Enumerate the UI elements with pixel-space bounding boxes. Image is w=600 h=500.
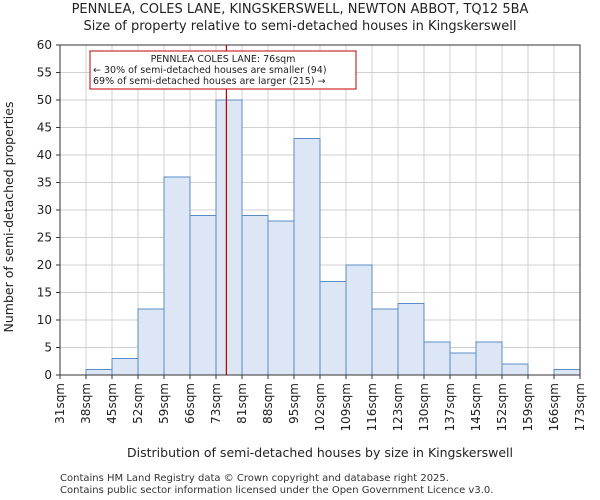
bar-130sqm: [423, 341, 451, 376]
x-axis-ticks: 31sqm 38sqm 45sqm 52sqm 59sqm 66sqm 73sqm 81sqm…: [53, 375, 587, 431]
bar-81sqm: [241, 215, 269, 376]
bar-66sqm: [189, 215, 217, 376]
chart-title: PENNLEA, COLES LANE, KINGSKERSWELL, NEWT…: [71, 2, 529, 17]
bar-38sqm: [85, 369, 113, 376]
y-tick-label: 30: [37, 203, 52, 217]
x-tick-label: 173sqm: [573, 383, 587, 431]
x-tick-label: 95sqm: [287, 383, 301, 424]
y-tick-label: 50: [37, 93, 52, 107]
x-tick-label: 45sqm: [105, 383, 119, 424]
footer-licence: Contains public sector information licen…: [60, 485, 494, 496]
bar-123sqm: [397, 303, 425, 376]
x-tick-label: 137sqm: [443, 383, 457, 431]
x-tick-label: 38sqm: [79, 383, 93, 424]
x-tick-label: 81sqm: [235, 383, 249, 424]
annotation-line-3: 69% of semi-detached houses are larger (…: [93, 76, 326, 87]
x-tick-label: 130sqm: [417, 383, 431, 431]
bar-102sqm: [319, 281, 347, 376]
y-tick-label: 60: [37, 38, 52, 52]
bar-137sqm: [449, 352, 477, 376]
y-axis-label: Number of semi-detached properties: [1, 102, 16, 333]
y-tick-label: 10: [37, 313, 52, 327]
annotation-box: PENNLEA COLES LANE: 76sqm ← 30% of semi-…: [89, 50, 357, 90]
y-tick-label: 0: [44, 368, 52, 382]
y-tick-label: 40: [37, 148, 52, 162]
x-axis-label: Distribution of semi-detached houses by …: [127, 445, 513, 460]
chart-subtitle: Size of property relative to semi-detach…: [83, 19, 517, 34]
bar-52sqm: [137, 308, 165, 376]
x-tick-label: 166sqm: [547, 383, 561, 431]
plot-frame: [59, 44, 581, 376]
y-axis-ticks: 0 5 10 15 20 25 30 35 40 45 50 55 60: [37, 38, 60, 382]
bar-88sqm: [267, 220, 295, 376]
x-tick-label: 145sqm: [469, 383, 483, 431]
y-tick-label: 15: [37, 286, 52, 300]
x-tick-label: 59sqm: [157, 383, 171, 424]
footer-copyright: Contains HM Land Registry data © Crown c…: [60, 473, 449, 484]
x-tick-label: 73sqm: [209, 383, 223, 424]
annotation-line-1: PENNLEA COLES LANE: 76sqm: [151, 54, 296, 65]
x-tick-label: 88sqm: [261, 383, 275, 424]
bar-166sqm: [553, 369, 581, 376]
x-tick-label: 123sqm: [391, 383, 405, 431]
x-tick-label: 52sqm: [131, 383, 145, 424]
y-tick-label: 55: [37, 66, 52, 80]
x-tick-label: 152sqm: [495, 383, 509, 431]
bar-145sqm: [475, 341, 503, 376]
x-tick-label: 31sqm: [53, 383, 67, 424]
y-tick-label: 20: [37, 258, 52, 272]
y-tick-label: 5: [44, 341, 52, 355]
axes: [59, 44, 581, 376]
y-tick-label: 35: [37, 176, 52, 190]
x-tick-label: 102sqm: [313, 383, 327, 431]
bar-59sqm: [163, 176, 191, 376]
bar-152sqm: [501, 363, 529, 376]
x-tick-label: 66sqm: [183, 383, 197, 424]
annotation-line-2: ← 30% of semi-detached houses are smalle…: [93, 65, 327, 76]
x-tick-label: 159sqm: [521, 383, 535, 431]
y-tick-label: 45: [37, 121, 52, 135]
bar-45sqm: [111, 358, 139, 376]
bar-109sqm: [345, 264, 373, 376]
bars: [85, 99, 581, 376]
x-tick-label: 116sqm: [365, 383, 379, 431]
bar-95sqm: [293, 138, 321, 376]
bar-73sqm: [215, 99, 243, 376]
bar-116sqm: [371, 308, 399, 376]
x-tick-label: 109sqm: [339, 383, 353, 431]
y-tick-label: 25: [37, 231, 52, 245]
